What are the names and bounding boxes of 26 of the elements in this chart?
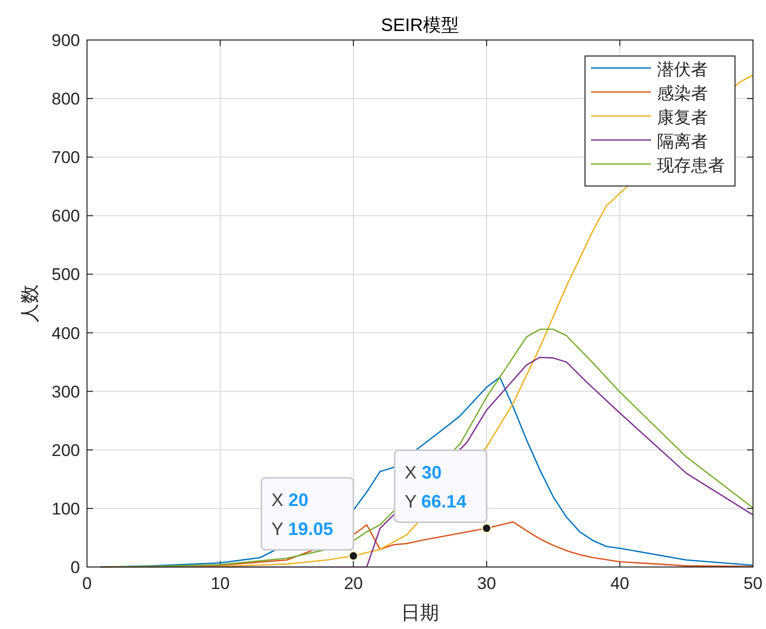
y-tick-label: 500 <box>52 265 80 284</box>
legend-label: 现存患者 <box>657 156 725 175</box>
chart-title: SEIR模型 <box>380 15 460 35</box>
y-axis-title: 人数 <box>20 284 41 322</box>
x-tick-label: 20 <box>344 574 363 593</box>
x-tick-label: 30 <box>477 574 496 593</box>
y-tick-label: 300 <box>52 382 80 402</box>
y-tick-label: 100 <box>52 499 80 518</box>
annotation: X 20 Y 19.05 <box>271 490 334 539</box>
x-tick-label: 0 <box>82 574 92 593</box>
y-tick-label: 600 <box>52 206 80 226</box>
legend-label: 感染者 <box>657 84 708 103</box>
y-tick-label: 0 <box>70 558 80 577</box>
x-axis-title: 日期 <box>401 603 439 624</box>
legend-label: 隔离者 <box>657 132 708 151</box>
annotation: X 30 Y 66.14 <box>404 462 466 512</box>
x-tick-label: 50 <box>744 574 762 593</box>
y-tick-label: 700 <box>52 148 80 168</box>
x-tick-label: 40 <box>610 574 630 593</box>
legend-label: 康复者 <box>657 108 708 127</box>
y-tick-label: 200 <box>52 440 80 460</box>
legend-label: 潜伏者 <box>657 60 708 79</box>
y-tick-label: 400 <box>52 324 80 343</box>
y-tick-label: 900 <box>52 31 80 50</box>
x-tick-label: 10 <box>210 574 230 593</box>
y-tick-label: 800 <box>52 90 80 109</box>
